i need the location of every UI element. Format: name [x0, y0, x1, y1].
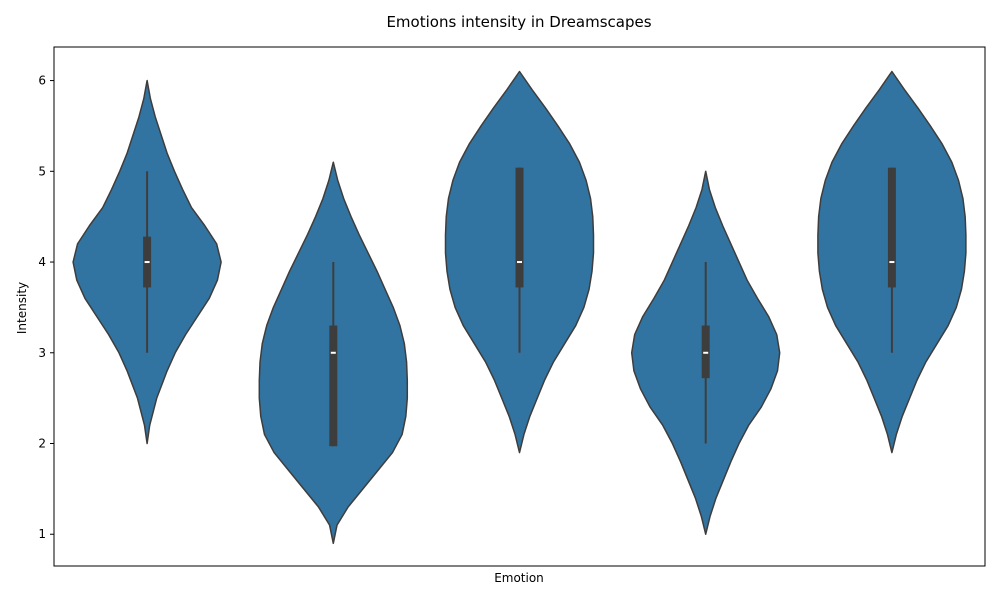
violins-group	[72, 70, 967, 545]
violin-iqr-box	[329, 325, 338, 447]
y-tick-label: 6	[38, 74, 46, 88]
y-tick-label: 1	[38, 527, 46, 541]
violin-iqr-box	[515, 167, 524, 288]
plot-frame	[53, 46, 986, 567]
y-axis: 1 2 3 4 5 6	[38, 74, 54, 541]
chart-title: Emotions intensity in Dreamscapes	[386, 13, 651, 31]
y-tick-label: 4	[38, 255, 46, 269]
y-tick-label: 2	[38, 437, 46, 451]
x-axis-label: Emotion	[494, 571, 544, 585]
y-tick-label: 5	[38, 164, 46, 178]
y-axis-label: Intensity	[15, 282, 29, 334]
violin-iqr-box	[887, 167, 896, 288]
y-tick-label: 3	[38, 346, 46, 360]
